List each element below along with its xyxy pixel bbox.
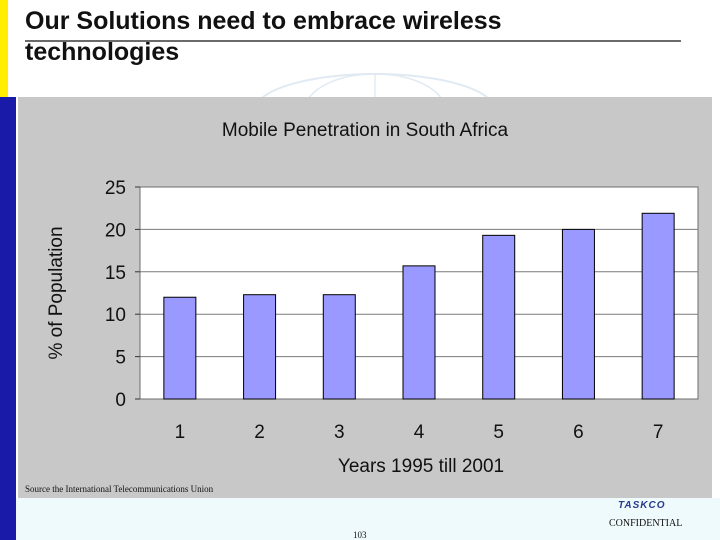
bar-chart: Mobile Penetration in South Africa 0 5 10 1… [46, 120, 699, 477]
x-tick-label: 1 [175, 422, 186, 443]
source-note: Source the International Telecommunicati… [25, 484, 214, 494]
x-tick-label: 5 [493, 422, 504, 443]
x-tick-label: 7 [653, 422, 664, 443]
y-tick-labels: 0 5 10 15 20 25 [105, 178, 126, 411]
y-tick-label: 15 [105, 263, 126, 284]
chart-area: Mobile Penetration in South Africa 0 5 10 1… [18, 97, 712, 498]
company-logo: TASKCO [618, 500, 666, 511]
x-tick-labels: 1 2 3 4 5 6 7 [175, 422, 664, 443]
bar [163, 296, 197, 400]
bar [243, 294, 277, 400]
y-tick-label: 10 [105, 305, 126, 326]
title-divider [25, 40, 681, 42]
y-tick-label: 20 [105, 220, 126, 241]
y-tick-label: 0 [115, 390, 126, 411]
left-accent-bar-yellow [0, 0, 8, 97]
bar [482, 234, 516, 400]
bars [163, 212, 675, 400]
left-accent-bar-blue [0, 97, 16, 540]
bar [402, 265, 436, 400]
x-tick-label: 6 [573, 422, 584, 443]
footer-band [16, 498, 720, 540]
x-axis-label: Years 1995 till 2001 [338, 456, 504, 477]
page-number: 103 [353, 530, 367, 540]
y-axis-label: % of Population [46, 226, 67, 359]
confidential-label: CONFIDENTIAL [609, 518, 683, 529]
x-tick-label: 4 [414, 422, 425, 443]
chart-title: Mobile Penetration in South Africa [222, 120, 509, 141]
bar [561, 228, 595, 400]
bar [322, 294, 356, 400]
y-tick-label: 25 [105, 178, 126, 199]
bar [641, 212, 675, 400]
x-tick-label: 3 [334, 422, 345, 443]
slide-title: Our Solutions need to embrace wireless t… [25, 7, 502, 66]
x-tick-label: 2 [254, 422, 265, 443]
y-tick-label: 5 [115, 348, 126, 369]
